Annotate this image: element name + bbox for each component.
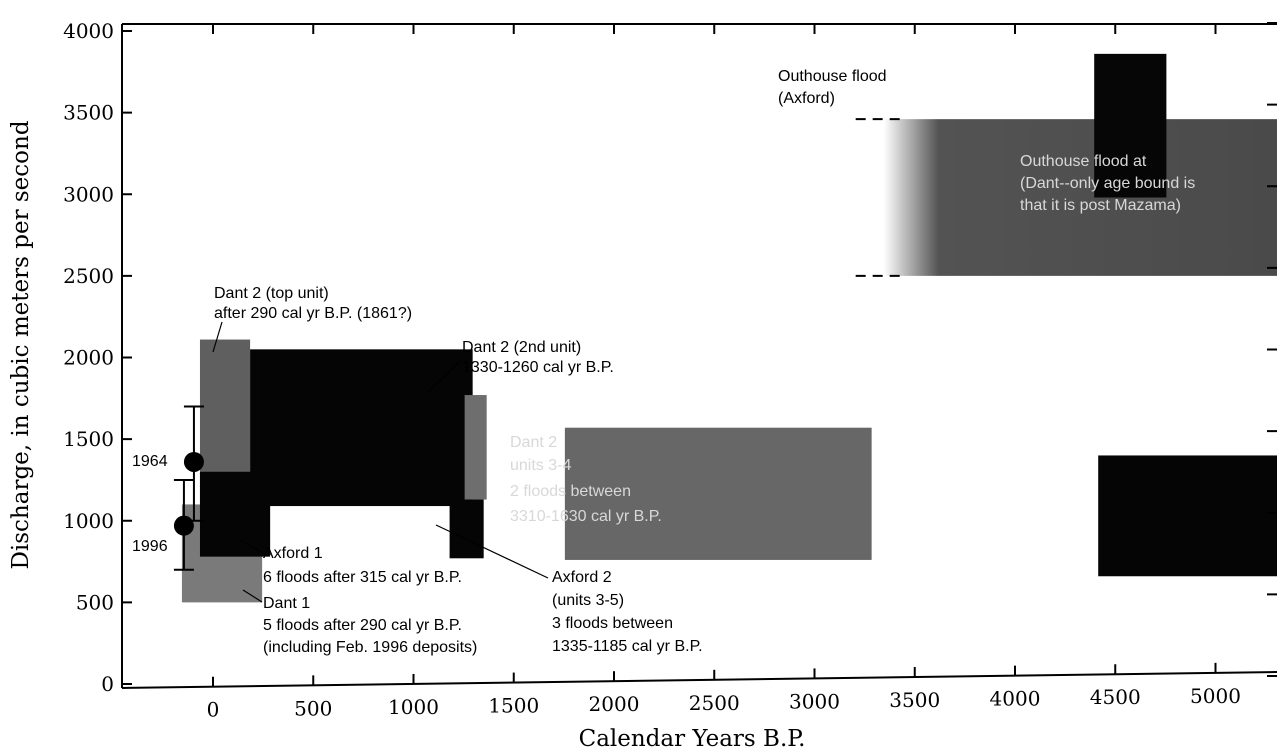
x-tick-label-0: 0: [207, 698, 220, 722]
axes-layer: [121, 23, 1277, 689]
annotation-axford2-line1: Axford 2: [552, 569, 612, 586]
annotation-dant2-units-line2: units 3-4: [510, 457, 571, 474]
annotation-axford2-line3: 3 floods between: [552, 615, 673, 632]
point-label-1964: 1964: [132, 453, 168, 470]
annotation-dant1-line2: 5 floods after 290 cal yr B.P.: [263, 617, 462, 634]
y-tick-label-4000: 4000: [63, 19, 114, 43]
boxes-layer: [181, 53, 1277, 603]
ticks-layer: 0 500 1000 1500 2000 2500 3000 3500 4000 0 500 1000…: [63, 19, 1277, 722]
x-tick-label-2000: 2000: [589, 692, 640, 716]
annotation-outhouse-dant-line2: (Dant--only age bound is: [1020, 175, 1195, 192]
y-axis-title: Discharge, in cubic meters per second: [8, 120, 34, 569]
point-1996: [173, 515, 194, 536]
annotation-dant1-line1: Dant 1: [263, 595, 310, 612]
x-tick-label-4000: 4000: [990, 687, 1041, 711]
errorbars-layer: [173, 405, 204, 571]
annotation-outhouse-dant-line3: that it is post Mazama): [1020, 197, 1181, 214]
y-tick-label-1500: 1500: [63, 427, 114, 451]
leader-axford2: [435, 524, 549, 579]
box-dant-2-units-3-4: [564, 427, 872, 560]
annotation-dant2-units-line3: 2 floods between: [510, 483, 631, 500]
x-tick-label-500: 500: [294, 696, 332, 720]
leader-dant2-top: [212, 321, 223, 353]
leader-dant2-2nd: [427, 360, 461, 393]
x-axis-line: [121, 671, 1277, 689]
y-tick-label-1000: 1000: [63, 509, 114, 533]
leader-axford1: [239, 539, 264, 554]
x-tick-label-3500: 3500: [889, 688, 940, 712]
y-tick-label-3000: 3000: [63, 182, 114, 206]
annotation-dant2-units-line4: 3310-1630 cal yr B.P.: [510, 508, 662, 525]
box-axford-1-b: [250, 349, 473, 507]
annotation-axford2-line4: 1335-1185 cal yr B.P.: [552, 638, 703, 655]
y-tick-label-3500: 3500: [63, 101, 114, 125]
leaders-layer: [212, 118, 902, 603]
y-tick-label-0: 0: [101, 672, 114, 696]
annotation-axford1-line1: Axford 1: [263, 545, 323, 562]
x-axis-title: Calendar Years B.P.: [579, 726, 806, 752]
annotation-dant2-2nd-line1: Dant 2 (2nd unit): [462, 339, 581, 356]
annotation-dant2-2nd-line2: 1330-1260 cal yr B.P.: [462, 359, 614, 376]
annotation-axford1-line2: 6 floods after 315 cal yr B.P.: [263, 569, 462, 586]
x-tick-label-3000: 3000: [789, 689, 840, 713]
leader-dant1: [242, 589, 263, 603]
y-tick-label-2500: 2500: [63, 264, 114, 288]
box-axford-2: [449, 499, 484, 559]
box-dant-2-2nd-unit: [464, 395, 487, 500]
point-1964: [183, 451, 204, 472]
annotation-dant2-top-line1: Dant 2 (top unit): [214, 285, 329, 302]
x-tick-label-1000: 1000: [388, 695, 439, 719]
annotation-dant1-line3: (including Feb. 1996 deposits): [263, 639, 477, 656]
y-tick-label-500: 500: [76, 590, 114, 614]
box-outhouse-flood-dant: [883, 119, 1277, 276]
annotation-outhouse-dant-line1: Outhouse flood at: [1020, 153, 1147, 170]
annotation-dant2-units-line1: Dant 2: [510, 434, 557, 451]
box-outhouse-flood-axford: [1094, 53, 1167, 198]
x-tick-label-4500: 4500: [1090, 685, 1141, 709]
box-unlabeled-box: [1098, 455, 1277, 577]
annotation-outhouse-axford-line2: (Axford): [778, 90, 835, 107]
x-tick-label-1500: 1500: [488, 694, 539, 718]
x-tick-label-2500: 2500: [689, 691, 740, 715]
point-label-1996: 1996: [132, 538, 168, 555]
y-tick-label-2000: 2000: [63, 346, 114, 370]
annotation-outhouse-axford-line1: Outhouse flood: [778, 68, 887, 85]
annotation-axford2-line2: (units 3-5): [552, 592, 624, 609]
annotation-dant2-top-line2: after 290 cal yr B.P. (1861?): [214, 305, 412, 322]
x-tick-label-5000: 5000: [1190, 684, 1241, 708]
